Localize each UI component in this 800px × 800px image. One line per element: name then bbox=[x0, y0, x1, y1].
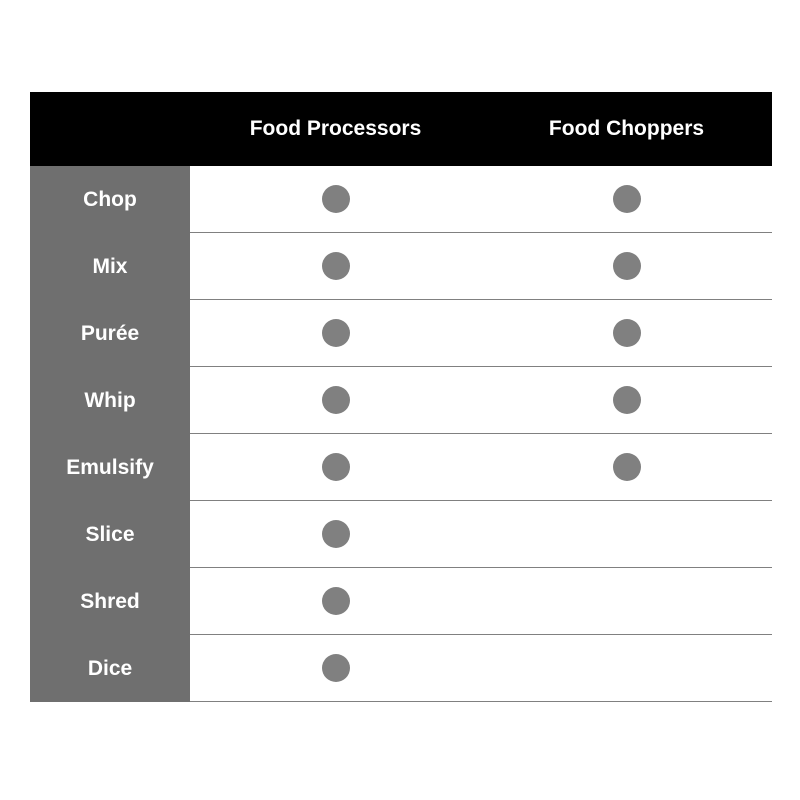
feature-dot-icon bbox=[613, 386, 641, 414]
table-row: Whip bbox=[30, 367, 772, 434]
table-cell bbox=[481, 166, 772, 233]
table-row: Slice bbox=[30, 501, 772, 568]
column-header: Food Processors bbox=[190, 92, 481, 166]
row-label: Whip bbox=[30, 367, 190, 434]
table-row: Mix bbox=[30, 233, 772, 300]
table-cell bbox=[481, 233, 772, 300]
feature-dot-icon bbox=[613, 453, 641, 481]
feature-dot-icon bbox=[322, 185, 350, 213]
table-cell bbox=[481, 568, 772, 635]
table-cell bbox=[190, 300, 481, 367]
feature-dot-icon bbox=[322, 319, 350, 347]
feature-dot-icon bbox=[322, 587, 350, 615]
row-label: Mix bbox=[30, 233, 190, 300]
feature-dot-icon bbox=[322, 453, 350, 481]
table-cell bbox=[481, 367, 772, 434]
table-row: Emulsify bbox=[30, 434, 772, 501]
table-header-row: Food ProcessorsFood Choppers bbox=[30, 92, 772, 166]
feature-dot-icon bbox=[322, 386, 350, 414]
feature-dot-icon bbox=[322, 520, 350, 548]
header-spacer bbox=[30, 92, 190, 166]
table-cell bbox=[190, 568, 481, 635]
table-cell bbox=[190, 501, 481, 568]
row-label: Emulsify bbox=[30, 434, 190, 501]
row-label: Slice bbox=[30, 501, 190, 568]
row-label: Chop bbox=[30, 166, 190, 233]
feature-dot-icon bbox=[322, 654, 350, 682]
table-cell bbox=[190, 233, 481, 300]
comparison-table: Food ProcessorsFood Choppers ChopMixPuré… bbox=[30, 92, 772, 702]
feature-dot-icon bbox=[613, 252, 641, 280]
row-label: Dice bbox=[30, 635, 190, 702]
column-header: Food Choppers bbox=[481, 92, 772, 166]
feature-dot-icon bbox=[322, 252, 350, 280]
table-cell bbox=[190, 166, 481, 233]
row-label: Shred bbox=[30, 568, 190, 635]
table-cell bbox=[190, 635, 481, 702]
table-row: Dice bbox=[30, 635, 772, 702]
table-cell bbox=[190, 434, 481, 501]
feature-dot-icon bbox=[613, 319, 641, 347]
row-label: Purée bbox=[30, 300, 190, 367]
table-row: Purée bbox=[30, 300, 772, 367]
table-cell bbox=[481, 300, 772, 367]
table-cell bbox=[481, 501, 772, 568]
table-body: ChopMixPuréeWhipEmulsifySliceShredDice bbox=[30, 166, 772, 702]
table-row: Chop bbox=[30, 166, 772, 233]
table-cell bbox=[481, 635, 772, 702]
table-row: Shred bbox=[30, 568, 772, 635]
table-cell bbox=[190, 367, 481, 434]
feature-dot-icon bbox=[613, 185, 641, 213]
table-cell bbox=[481, 434, 772, 501]
